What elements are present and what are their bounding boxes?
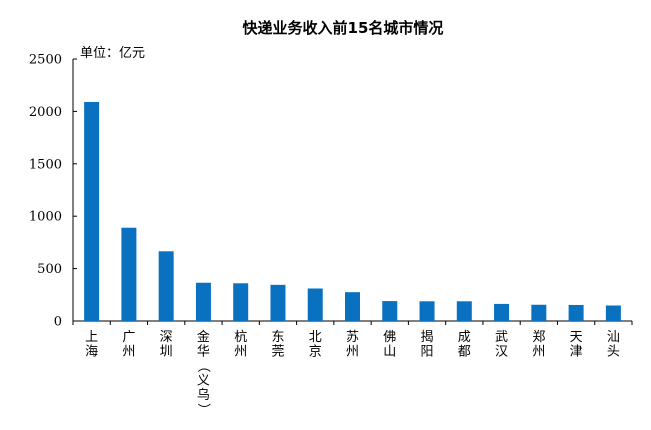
svg-text:义: 义 xyxy=(197,374,210,389)
y-tick-label: 0 xyxy=(54,315,62,330)
y-tick-label: 1500 xyxy=(29,157,62,172)
svg-text:武: 武 xyxy=(495,330,508,345)
y-tick-label: 1000 xyxy=(29,210,62,225)
category-label: 东莞 xyxy=(271,330,284,360)
bar xyxy=(195,282,211,321)
svg-text:津: 津 xyxy=(570,345,583,360)
y-tick-label: 2000 xyxy=(29,105,62,120)
category-label: 金华（ 义乌） xyxy=(195,329,210,416)
bar xyxy=(84,101,100,321)
svg-text:圳: 圳 xyxy=(160,345,173,360)
category-label: 天津 xyxy=(570,330,583,360)
svg-text:成: 成 xyxy=(458,330,471,345)
svg-text:海: 海 xyxy=(85,345,98,360)
svg-text:京: 京 xyxy=(309,345,322,360)
bar xyxy=(382,301,398,321)
bar xyxy=(307,288,323,321)
bar xyxy=(233,283,249,321)
category-label: 郑州 xyxy=(532,330,545,360)
svg-text:天: 天 xyxy=(570,330,583,345)
svg-text:州: 州 xyxy=(234,345,247,360)
svg-text:都: 都 xyxy=(458,345,471,360)
svg-text:郑: 郑 xyxy=(532,330,545,345)
bar xyxy=(121,227,137,321)
category-label: 苏州 xyxy=(346,329,359,360)
category-label: 揭阳 xyxy=(421,330,434,360)
svg-text:阳: 阳 xyxy=(421,345,434,360)
category-label: 武汉 xyxy=(495,330,508,360)
svg-text:北: 北 xyxy=(309,330,322,345)
svg-text:杭: 杭 xyxy=(234,330,247,345)
bar xyxy=(419,301,435,321)
svg-text:州: 州 xyxy=(532,345,545,360)
bar xyxy=(345,292,360,321)
svg-text:）: ） xyxy=(195,403,210,416)
category-label: 深圳 xyxy=(160,330,173,360)
svg-text:华: 华 xyxy=(197,345,210,360)
y-tick-label: 500 xyxy=(37,262,62,277)
y-ticks: 0 500 1000 1500 2000 2500 xyxy=(29,53,77,330)
svg-text:乌: 乌 xyxy=(197,387,210,403)
svg-text:莞: 莞 xyxy=(271,345,284,360)
svg-text:州: 州 xyxy=(122,345,135,360)
bar xyxy=(494,303,510,321)
svg-text:汉: 汉 xyxy=(495,345,508,360)
bar xyxy=(456,301,472,321)
svg-text:金: 金 xyxy=(197,329,210,345)
bar xyxy=(568,304,584,321)
svg-text:深: 深 xyxy=(160,330,173,345)
category-label: 汕头 xyxy=(607,330,620,360)
bar xyxy=(531,304,547,321)
bar xyxy=(158,251,174,321)
svg-text:广: 广 xyxy=(122,330,135,345)
bars xyxy=(84,101,621,321)
svg-text:（: （ xyxy=(195,359,210,372)
svg-text:汕: 汕 xyxy=(607,330,620,345)
category-label: 北京 xyxy=(309,330,322,360)
category-label: 杭州 xyxy=(234,330,247,360)
svg-text:山: 山 xyxy=(383,345,396,360)
category-label: 上海 xyxy=(85,330,98,360)
y-tick-label: 2500 xyxy=(29,53,62,68)
category-label: 成都 xyxy=(458,330,471,360)
bar xyxy=(270,284,286,321)
svg-text:揭: 揭 xyxy=(421,330,434,345)
svg-text:头: 头 xyxy=(607,345,620,360)
bar xyxy=(605,305,621,321)
svg-text:东: 东 xyxy=(271,330,284,345)
unit-label: 单位：亿元 xyxy=(80,46,145,61)
category-label: 广州 xyxy=(122,330,135,360)
svg-text:州: 州 xyxy=(346,345,359,360)
svg-text:佛: 佛 xyxy=(383,330,396,345)
svg-text:苏: 苏 xyxy=(346,329,359,345)
category-label: 佛山 xyxy=(383,330,396,360)
chart-title: 快递业务收入前15名城市情况 xyxy=(243,19,444,37)
svg-text:上: 上 xyxy=(85,330,98,345)
